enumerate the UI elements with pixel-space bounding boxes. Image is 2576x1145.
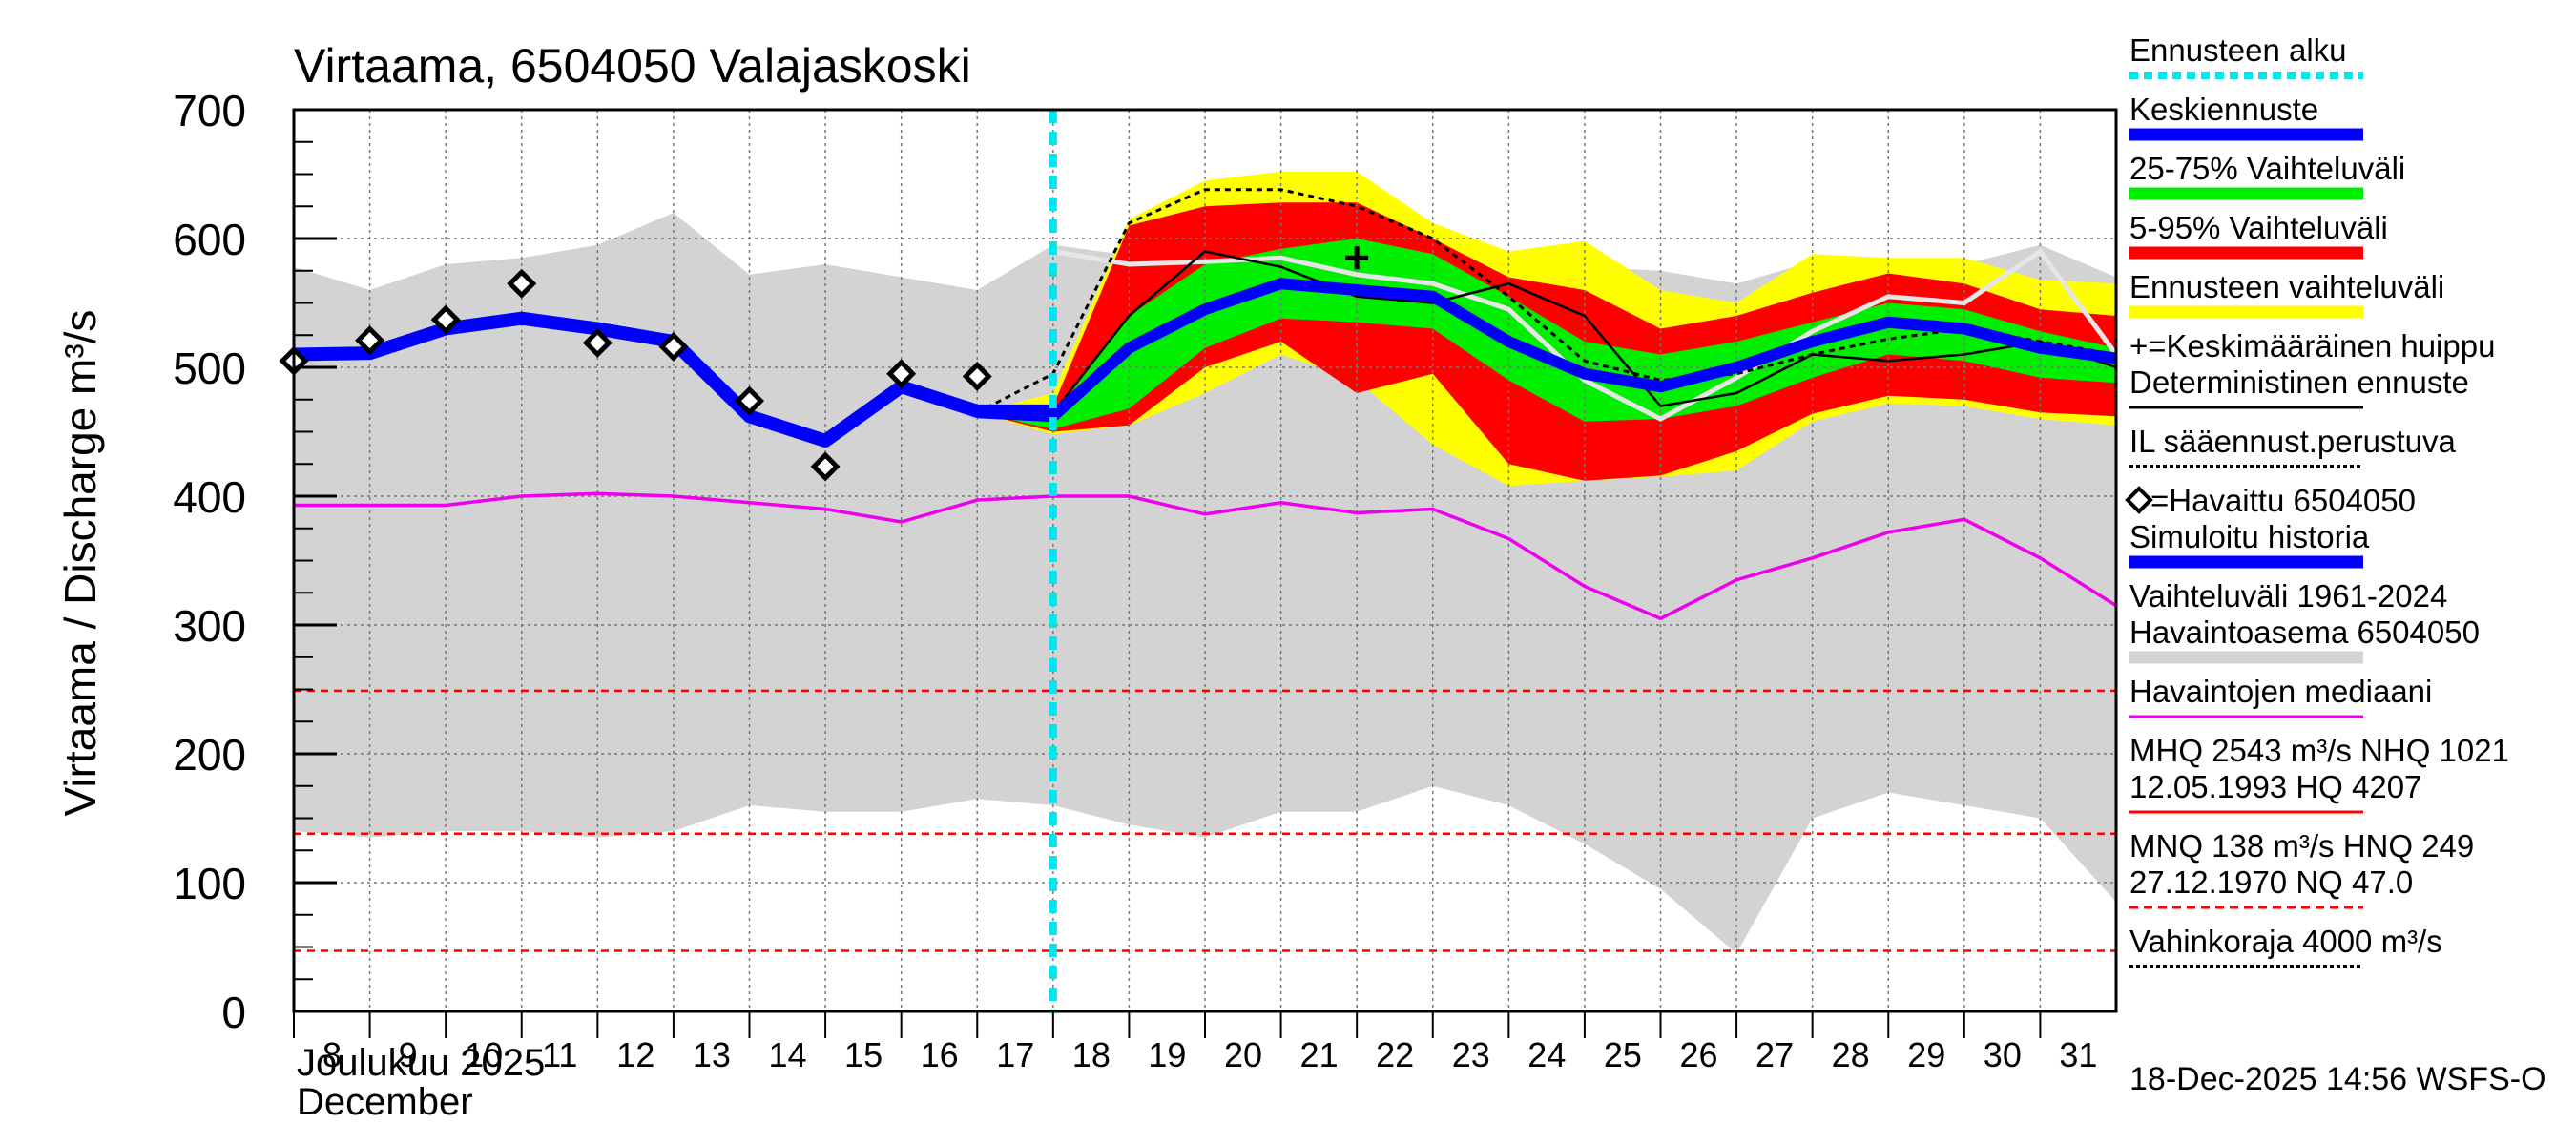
y-tick-label: 300 bbox=[173, 601, 246, 651]
x-tick-label: 25 bbox=[1604, 1035, 1642, 1074]
observed-point bbox=[355, 325, 385, 356]
x-tick-label: 21 bbox=[1300, 1035, 1339, 1074]
legend-label: Vahinkoraja 4000 m³/s bbox=[2129, 924, 2442, 959]
x-tick-label: 13 bbox=[693, 1035, 731, 1074]
y-axis-ticks: 0 100 200 300 400 500 600 700 bbox=[173, 86, 337, 1037]
legend-label: +=Keskimääräinen huippu bbox=[2129, 328, 2495, 364]
legend-label-secondary: 27.12.1970 NQ 47.0 bbox=[2129, 864, 2413, 900]
legend-label-secondary: Havaintoasema 6504050 bbox=[2129, 614, 2480, 650]
x-tick-label: 22 bbox=[1376, 1035, 1414, 1074]
legend-label: Ennusteen vaihteluväli bbox=[2129, 269, 2444, 304]
legend-label: Simuloitu historia bbox=[2129, 519, 2370, 554]
x-tick-label: 17 bbox=[996, 1035, 1034, 1074]
x-tick-label: 18 bbox=[1072, 1035, 1111, 1074]
x-tick-label: 12 bbox=[616, 1035, 654, 1074]
observed-point bbox=[734, 385, 765, 416]
y-tick-label: 200 bbox=[173, 730, 246, 780]
mean-peak-marker bbox=[1345, 246, 1369, 270]
legend-label: Ennusteen alku bbox=[2129, 32, 2347, 68]
y-tick-label: 700 bbox=[173, 86, 246, 135]
x-tick-label: 28 bbox=[1832, 1035, 1870, 1074]
x-tick-label: 26 bbox=[1679, 1035, 1717, 1074]
observed-point bbox=[658, 331, 689, 362]
x-tick-label: 10 bbox=[465, 1035, 503, 1074]
legend-label: MNQ 138 m³/s HNQ 249 bbox=[2129, 828, 2474, 864]
x-tick-label: 19 bbox=[1148, 1035, 1186, 1074]
x-tick-label: 11 bbox=[542, 1035, 577, 1074]
legend-label: Vaihteluväli 1961-2024 bbox=[2129, 578, 2447, 614]
x-axis-month-label: Joulukuu 2025 bbox=[297, 1042, 545, 1084]
x-axis-month-label-en: December bbox=[297, 1081, 473, 1123]
legend: Ennusteen alku Keskiennuste 25-75% Vaihtel… bbox=[2125, 32, 2509, 968]
gridlines bbox=[294, 110, 2116, 1011]
legend-label: Keskiennuste bbox=[2129, 92, 2318, 127]
y-tick-label: 100 bbox=[173, 859, 246, 908]
y-tick-label: 600 bbox=[173, 215, 246, 264]
x-tick-label: 8 bbox=[322, 1035, 342, 1074]
legend-diamond-icon bbox=[2125, 486, 2153, 514]
x-tick-label: 9 bbox=[399, 1035, 418, 1074]
x-tick-label: 29 bbox=[1907, 1035, 1945, 1074]
legend-label: =Havaittu 6504050 bbox=[2150, 483, 2416, 518]
legend-label: Havaintojen mediaani bbox=[2129, 674, 2432, 709]
y-tick-label: 400 bbox=[173, 472, 246, 522]
observed-point bbox=[962, 361, 992, 391]
legend-label: 25-75% Vaihteluväli bbox=[2129, 151, 2405, 186]
observed-point bbox=[582, 327, 613, 358]
x-tick-label: 30 bbox=[1984, 1035, 2022, 1074]
x-axis-ticks: 8 9 10 11 12 13 14 15 16 17 18 19 20 21 22 23 24 25 26 27 28… bbox=[293, 1011, 2097, 1074]
legend-label-secondary: 12.05.1993 HQ 4207 bbox=[2129, 769, 2421, 804]
scenario-white-line bbox=[1052, 248, 2119, 422]
x-tick-label: 23 bbox=[1452, 1035, 1490, 1074]
y-tick-label: 0 bbox=[221, 988, 246, 1037]
x-tick-label: 16 bbox=[921, 1035, 959, 1074]
deterministic-line bbox=[977, 250, 2117, 414]
series bbox=[279, 110, 2119, 1011]
il-forecast-line bbox=[976, 188, 2117, 414]
legend-label: 5-95% Vaihteluväli bbox=[2129, 210, 2388, 245]
timestamp: 18-Dec-2025 14:56 WSFS-O bbox=[2129, 1061, 2546, 1097]
x-tick-label: 27 bbox=[1755, 1035, 1794, 1074]
y-axis-label: Virtaama / Discharge m³/s bbox=[55, 310, 105, 817]
legend-label: Deterministinen ennuste bbox=[2129, 364, 2469, 400]
x-tick-label: 14 bbox=[768, 1035, 806, 1074]
x-tick-label: 15 bbox=[844, 1035, 883, 1074]
y-tick-label: 500 bbox=[173, 344, 246, 393]
x-tick-label: 24 bbox=[1527, 1035, 1566, 1074]
x-tick-label: 31 bbox=[2059, 1035, 2097, 1074]
x-tick-label: 20 bbox=[1224, 1035, 1262, 1074]
observed-point bbox=[886, 359, 917, 389]
legend-label: IL sääennust.perustuva bbox=[2129, 424, 2456, 459]
chart-title: Virtaama, 6504050 Valajaskoski bbox=[294, 39, 971, 93]
observed-point bbox=[507, 268, 537, 299]
forecast-mean-line bbox=[976, 278, 2117, 423]
median-line bbox=[294, 491, 2117, 621]
legend-label: MHQ 2543 m³/s NHQ 1021 bbox=[2129, 733, 2509, 768]
observed-point bbox=[810, 451, 841, 482]
observed-point bbox=[430, 304, 461, 335]
